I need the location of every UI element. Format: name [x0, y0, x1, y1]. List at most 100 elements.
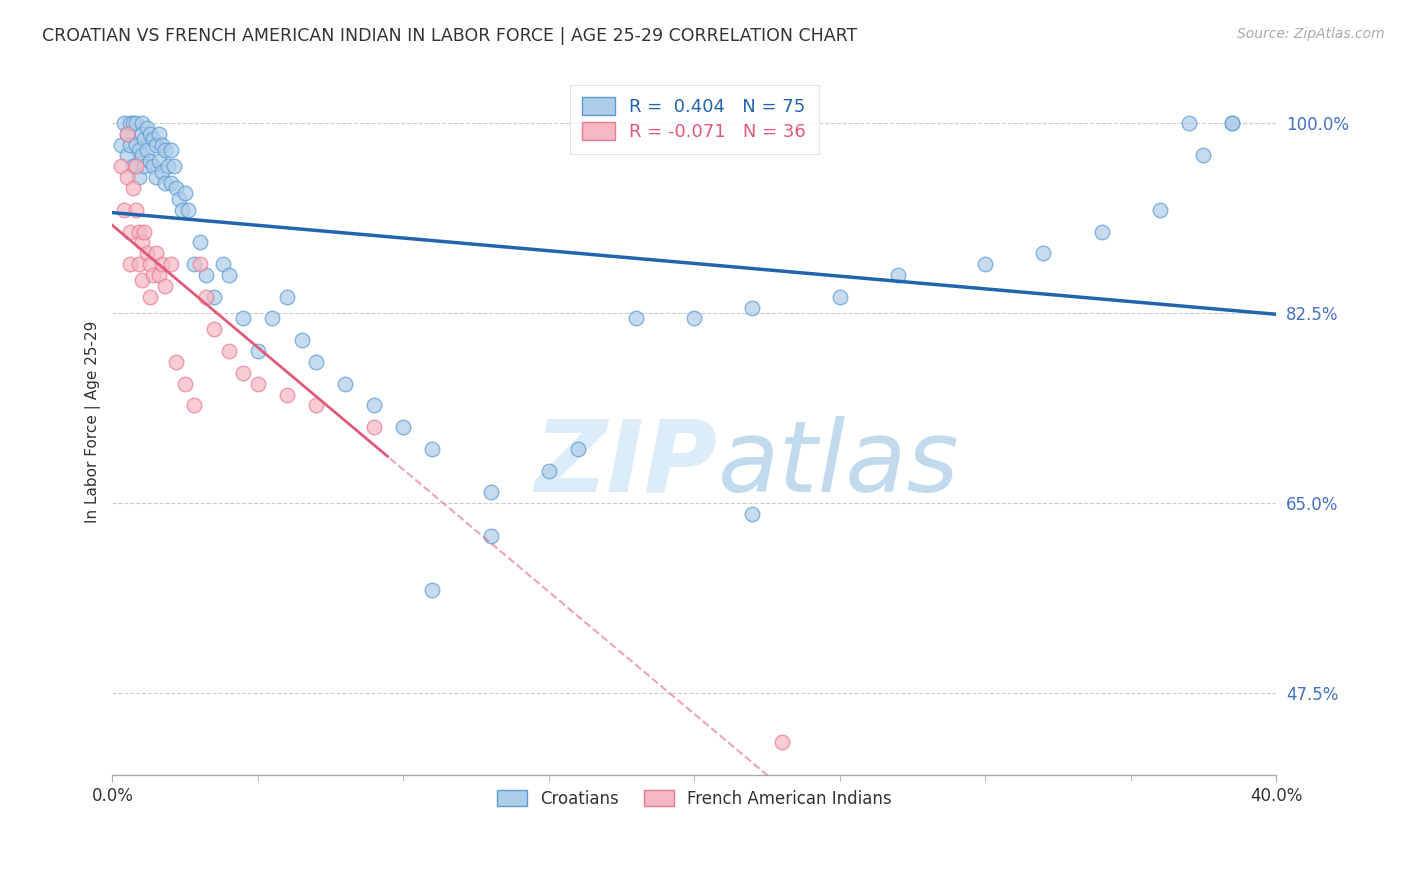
Point	[1192, 148, 1215, 162]
Point	[131, 127, 153, 141]
Point	[1222, 116, 1244, 130]
Point	[142, 268, 165, 282]
Point	[134, 225, 156, 239]
Point	[145, 137, 167, 152]
Point	[174, 186, 197, 201]
Point	[121, 116, 143, 130]
Point	[683, 311, 706, 326]
Point	[121, 159, 143, 173]
Point	[194, 268, 217, 282]
Point	[142, 159, 165, 173]
Point	[110, 137, 132, 152]
Point	[131, 148, 153, 162]
Point	[188, 235, 211, 250]
Point	[121, 181, 143, 195]
Point	[145, 246, 167, 260]
Point	[128, 143, 150, 157]
Point	[363, 420, 385, 434]
Point	[305, 398, 328, 412]
Point	[131, 116, 153, 130]
Point	[131, 273, 153, 287]
Point	[159, 143, 181, 157]
Point	[159, 176, 181, 190]
Point	[188, 257, 211, 271]
Point	[183, 257, 205, 271]
Point	[974, 257, 997, 271]
Point	[218, 268, 240, 282]
Point	[770, 735, 793, 749]
Point	[112, 116, 135, 130]
Point	[139, 127, 162, 141]
Point	[115, 148, 138, 162]
Point	[128, 257, 150, 271]
Text: Source: ZipAtlas.com: Source: ZipAtlas.com	[1237, 27, 1385, 41]
Point	[567, 442, 589, 456]
Point	[148, 127, 170, 141]
Point	[741, 301, 763, 315]
Point	[165, 181, 187, 195]
Point	[290, 333, 312, 347]
Point	[142, 132, 165, 146]
Point	[741, 507, 763, 521]
Point	[232, 366, 254, 380]
Point	[139, 257, 162, 271]
Point	[177, 202, 200, 217]
Point	[118, 116, 141, 130]
Point	[156, 159, 179, 173]
Point	[479, 485, 502, 500]
Point	[246, 376, 269, 391]
Point	[232, 311, 254, 326]
Point	[136, 143, 159, 157]
Point	[1178, 116, 1201, 130]
Point	[134, 132, 156, 146]
Point	[537, 464, 560, 478]
Legend: Croatians, French American Indians: Croatians, French American Indians	[488, 781, 900, 816]
Point	[118, 225, 141, 239]
Point	[139, 153, 162, 168]
Point	[150, 257, 173, 271]
Point	[125, 159, 148, 173]
Text: CROATIAN VS FRENCH AMERICAN INDIAN IN LABOR FORCE | AGE 25-29 CORRELATION CHART: CROATIAN VS FRENCH AMERICAN INDIAN IN LA…	[42, 27, 858, 45]
Point	[112, 202, 135, 217]
Point	[172, 202, 194, 217]
Point	[125, 202, 148, 217]
Point	[139, 290, 162, 304]
Point	[115, 127, 138, 141]
Point	[136, 246, 159, 260]
Point	[115, 127, 138, 141]
Point	[1149, 202, 1171, 217]
Point	[422, 442, 444, 456]
Point	[169, 192, 191, 206]
Point	[162, 159, 184, 173]
Point	[125, 116, 148, 130]
Point	[212, 257, 235, 271]
Point	[134, 159, 156, 173]
Point	[305, 355, 328, 369]
Point	[153, 176, 176, 190]
Point	[174, 376, 197, 391]
Point	[624, 311, 647, 326]
Point	[125, 137, 148, 152]
Point	[422, 583, 444, 598]
Point	[153, 143, 176, 157]
Point	[165, 355, 187, 369]
Point	[128, 170, 150, 185]
Point	[276, 387, 298, 401]
Point	[131, 235, 153, 250]
Point	[150, 137, 173, 152]
Point	[118, 257, 141, 271]
Point	[194, 290, 217, 304]
Point	[276, 290, 298, 304]
Point	[392, 420, 415, 434]
Point	[148, 153, 170, 168]
Point	[153, 278, 176, 293]
Point	[246, 344, 269, 359]
Point	[110, 159, 132, 173]
Point	[202, 290, 225, 304]
Point	[363, 398, 385, 412]
Point	[118, 137, 141, 152]
Point	[333, 376, 356, 391]
Point	[218, 344, 240, 359]
Point	[1032, 246, 1054, 260]
Point	[150, 165, 173, 179]
